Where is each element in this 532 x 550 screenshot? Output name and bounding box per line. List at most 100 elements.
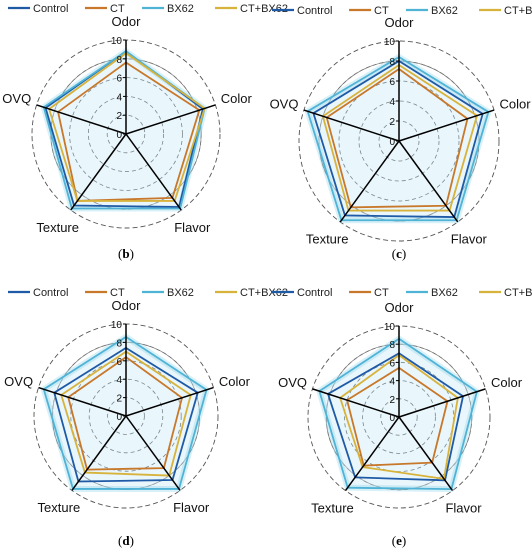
panel-letter: (b) [118, 246, 134, 261]
series-ct [67, 356, 183, 471]
tick-label: 0 [389, 137, 395, 148]
tick-label: 8 [116, 55, 122, 66]
legend: Control CT BX62 CT+BX62 [8, 3, 288, 15]
tick-label: 6 [116, 357, 122, 368]
tick-label: 6 [389, 358, 395, 369]
axis-spoke [344, 416, 400, 492]
axis-spoke [398, 109, 495, 142]
tick-label: 4 [116, 375, 122, 386]
series-bx62 [318, 337, 478, 491]
radar-chart-b: Control CT BX62 CT+BX62 0 2 4 6 8 10 Odor Color Flav… [2, 3, 288, 261]
legend-label: Control [297, 5, 332, 17]
tick-label: 4 [116, 92, 122, 103]
tick-label: 6 [116, 74, 122, 85]
axis-label-flavor: Flavor [451, 232, 488, 247]
legend-label: Control [297, 287, 332, 299]
axis-spoke [125, 104, 216, 135]
legend-label: CT [374, 287, 389, 299]
axis-label-texture: Texture [36, 220, 79, 235]
axis-label-flavor: Flavor [173, 500, 210, 515]
series-control [44, 50, 204, 208]
legend-label: BX62 [431, 5, 458, 17]
legend-label: CT+BX62 [504, 287, 532, 299]
legend-label: BX62 [431, 287, 458, 299]
legend-label: CT+BX62 [240, 287, 288, 299]
tick-label: 2 [389, 117, 395, 128]
axis-spoke [125, 415, 181, 491]
series-ct-bx62 [48, 52, 206, 202]
tick-label: 8 [116, 338, 122, 349]
bx62-highlight [316, 335, 480, 493]
axis-spoke [398, 388, 486, 418]
tick-label: 10 [384, 322, 396, 333]
series-control [53, 347, 199, 483]
tick-label: 0 [116, 130, 122, 141]
series-bx62 [42, 335, 208, 490]
tick-label: 0 [116, 412, 122, 423]
axis-spoke [303, 109, 400, 142]
series-ct-bx62 [322, 64, 478, 212]
tick-label: 10 [111, 36, 123, 47]
tick-label: 10 [111, 320, 123, 331]
axis-label-flavor: Flavor [174, 220, 211, 235]
axis-spoke [125, 133, 182, 211]
axis-label-color: Color [500, 96, 532, 111]
axis-spoke [125, 386, 214, 417]
axis-spoke [38, 386, 127, 417]
axis-label-color: Color [219, 374, 251, 389]
radar-chart-e: Control CT BX62 CT+BX62 0 2 4 6 8 10 Odor Color Flav… [272, 287, 532, 548]
series-ct [57, 61, 201, 202]
grid-ring [358, 100, 440, 182]
grid-ring [298, 40, 500, 242]
tick-label: 2 [116, 111, 122, 122]
axis-label-ovq: OVQ [4, 374, 33, 389]
radar-chart-c: Control CT BX62 CT+BX62 0 2 4 6 8 10 Odor Color Flav… [270, 5, 532, 261]
tick-label: 2 [116, 394, 122, 405]
axis-spoke [36, 104, 127, 135]
series-control [312, 60, 484, 218]
legend-label: CT+BX62 [504, 5, 532, 17]
legend: Control CT BX62 CT+BX62 [272, 287, 532, 299]
legend: Control CT BX62 CT+BX62 [8, 287, 288, 299]
axis-spoke [71, 415, 127, 491]
panel-letter: (d) [118, 533, 134, 548]
tick-label: 0 [389, 413, 395, 424]
panel-letter: (e) [392, 533, 406, 548]
axis-label-odor: Odor [385, 300, 415, 315]
axis-spoke [70, 133, 127, 211]
legend-label: CT [110, 287, 125, 299]
tick-label: 10 [384, 37, 396, 48]
series-ct-bx62 [339, 354, 459, 480]
axis-label-ovq: OVQ [2, 91, 31, 106]
legend: Control CT BX62 CT+BX62 [272, 5, 532, 17]
legend-label: Control [33, 287, 68, 299]
legend-label: CT [110, 3, 125, 15]
axis-spoke [339, 140, 400, 223]
axis-label-texture: Texture [311, 500, 354, 515]
legend-label: Control [33, 3, 68, 15]
axis-spoke [312, 388, 400, 418]
tick-label: 6 [389, 77, 395, 88]
legend-label: BX62 [167, 287, 194, 299]
tick-label: 4 [389, 377, 395, 388]
axis-label-ovq: OVQ [278, 375, 307, 390]
legend-label: BX62 [167, 3, 194, 15]
tick-label: 8 [389, 340, 395, 351]
radar-chart-d: Control CT BX62 CT+BX62 0 2 4 6 8 10 Odor Color Flav… [4, 287, 288, 548]
axis-label-texture: Texture [38, 500, 81, 515]
panel-letter: (c) [392, 246, 406, 261]
axis-label-odor: Odor [112, 14, 142, 29]
axis-label-flavor: Flavor [445, 500, 482, 515]
legend-label: CT [374, 5, 389, 17]
series-control [327, 352, 464, 482]
series-ct [325, 68, 469, 209]
axis-label-ovq: OVQ [270, 96, 299, 111]
axis-spoke [398, 140, 459, 223]
axis-label-color: Color [221, 91, 253, 106]
series-ct-bx62 [60, 350, 192, 477]
grid-ring [88, 378, 164, 454]
bx62-highlight [40, 333, 210, 492]
axis-label-color: Color [491, 375, 523, 390]
tick-label: 8 [389, 57, 395, 68]
